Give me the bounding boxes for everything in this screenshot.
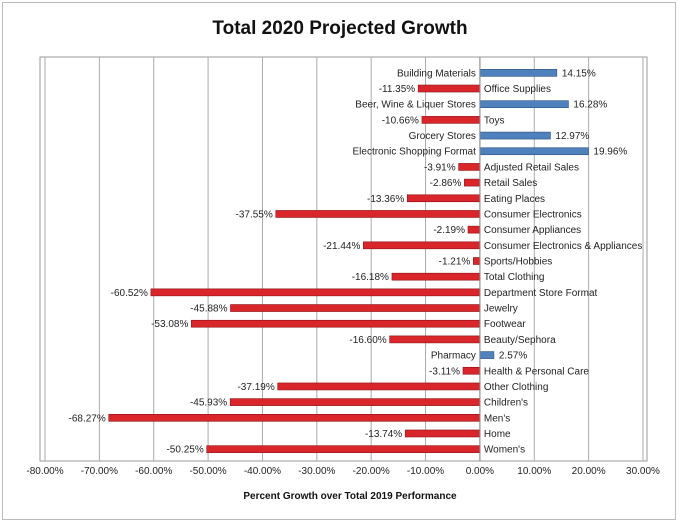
- bar: [391, 272, 481, 281]
- category-label: Toys: [484, 115, 505, 126]
- category-label: Consumer Electronics & Appliances: [484, 241, 642, 252]
- x-tick-label: -60.00%: [135, 466, 172, 477]
- data-label: -37.55%: [236, 209, 273, 220]
- category-label: Building Materials: [397, 68, 476, 79]
- bar: [275, 210, 481, 218]
- bar: [479, 131, 551, 140]
- x-tick-label: -30.00%: [298, 466, 335, 477]
- bar: [150, 288, 481, 297]
- x-axis-label: Percent Growth over Total 2019 Performan…: [243, 491, 457, 502]
- data-label: -2.86%: [430, 178, 462, 189]
- bar: [389, 335, 481, 344]
- category-label: Consumer Appliances: [484, 225, 581, 236]
- bar: [206, 445, 481, 453]
- category-label: Beauty/Sephora: [484, 335, 556, 346]
- category-label: Eating Places: [484, 194, 545, 205]
- data-label: -16.60%: [349, 335, 386, 346]
- bar: [108, 413, 481, 422]
- category-label: Children's: [484, 398, 528, 409]
- data-label: -11.35%: [379, 84, 416, 95]
- bar: [467, 225, 481, 234]
- x-tick-label: -70.00%: [81, 466, 118, 477]
- bar: [363, 241, 481, 250]
- category-label: Men's: [484, 413, 510, 424]
- data-label: 19.96%: [593, 147, 627, 158]
- x-tick-label: 20.00%: [572, 466, 606, 477]
- category-label: Jewelry: [484, 304, 518, 315]
- data-label: -37.19%: [237, 382, 274, 393]
- data-label: -3.91%: [424, 162, 456, 173]
- bar: [191, 319, 481, 328]
- category-label: Department Store Format: [484, 288, 598, 299]
- category-label: Beer, Wine & Liquer Stores: [355, 100, 476, 111]
- category-label: Total Clothing: [484, 272, 545, 283]
- bar: [479, 351, 495, 359]
- x-tick-label: -80.00%: [26, 466, 63, 477]
- data-label: -53.08%: [151, 319, 188, 330]
- x-tick-label: -50.00%: [189, 466, 226, 477]
- bar: [464, 178, 481, 187]
- bar: [229, 398, 481, 406]
- bar: [479, 69, 558, 77]
- category-label: Health & Personal Care: [484, 366, 589, 377]
- data-label: -45.88%: [190, 304, 227, 315]
- category-label: Electronic Shopping Format: [353, 147, 477, 158]
- bar: [406, 194, 481, 203]
- category-label: Other Clothing: [484, 382, 548, 393]
- bar: [277, 382, 481, 391]
- x-tick-label: 30.00%: [626, 466, 660, 477]
- data-label: -3.11%: [429, 366, 460, 377]
- category-label: Retail Sales: [484, 178, 537, 189]
- category-label: Pharmacy: [431, 351, 476, 362]
- x-tick-label: -10.00%: [407, 466, 444, 477]
- chart-title: Total 2020 Projected Growth: [212, 18, 468, 39]
- category-label: Footwear: [484, 319, 526, 330]
- bar: [404, 429, 481, 438]
- data-label: -50.25%: [166, 445, 203, 456]
- data-label: -2.19%: [433, 225, 465, 236]
- category-label: Sports/Hobbies: [484, 257, 552, 268]
- data-label: -68.27%: [69, 413, 106, 424]
- x-tick-label: -40.00%: [244, 466, 281, 477]
- data-label: -10.66%: [382, 115, 419, 126]
- category-label: Grocery Stores: [409, 131, 476, 142]
- bar: [479, 147, 589, 156]
- data-label: 14.15%: [562, 68, 596, 79]
- bar: [417, 84, 481, 93]
- bar: [230, 304, 481, 312]
- x-tick-label: 10.00%: [517, 466, 551, 477]
- bar: [458, 163, 481, 171]
- data-label: -60.52%: [111, 288, 148, 299]
- data-label: 12.97%: [555, 131, 589, 142]
- bar: [479, 100, 569, 108]
- data-label: -1.21%: [439, 257, 471, 268]
- chart-frame: [2, 2, 676, 520]
- bar: [421, 116, 481, 124]
- bar: [473, 257, 481, 265]
- data-label: -21.44%: [323, 241, 360, 252]
- plot-area: [39, 56, 648, 462]
- category-label: Consumer Electronics: [484, 209, 582, 220]
- category-label: Office Supplies: [484, 84, 551, 95]
- data-label: -13.36%: [367, 194, 404, 205]
- x-tick-label: 0.00%: [466, 466, 494, 477]
- category-label: Women's: [484, 445, 525, 456]
- data-label: 2.57%: [499, 351, 527, 362]
- bar: [462, 366, 481, 375]
- data-label: -16.18%: [352, 272, 389, 283]
- data-label: -45.93%: [190, 398, 227, 409]
- category-label: Adjusted Retail Sales: [484, 162, 579, 173]
- x-tick-label: -20.00%: [353, 466, 390, 477]
- data-label: -13.74%: [365, 429, 402, 440]
- data-label: 16.28%: [573, 100, 607, 111]
- category-label: Home: [484, 429, 511, 440]
